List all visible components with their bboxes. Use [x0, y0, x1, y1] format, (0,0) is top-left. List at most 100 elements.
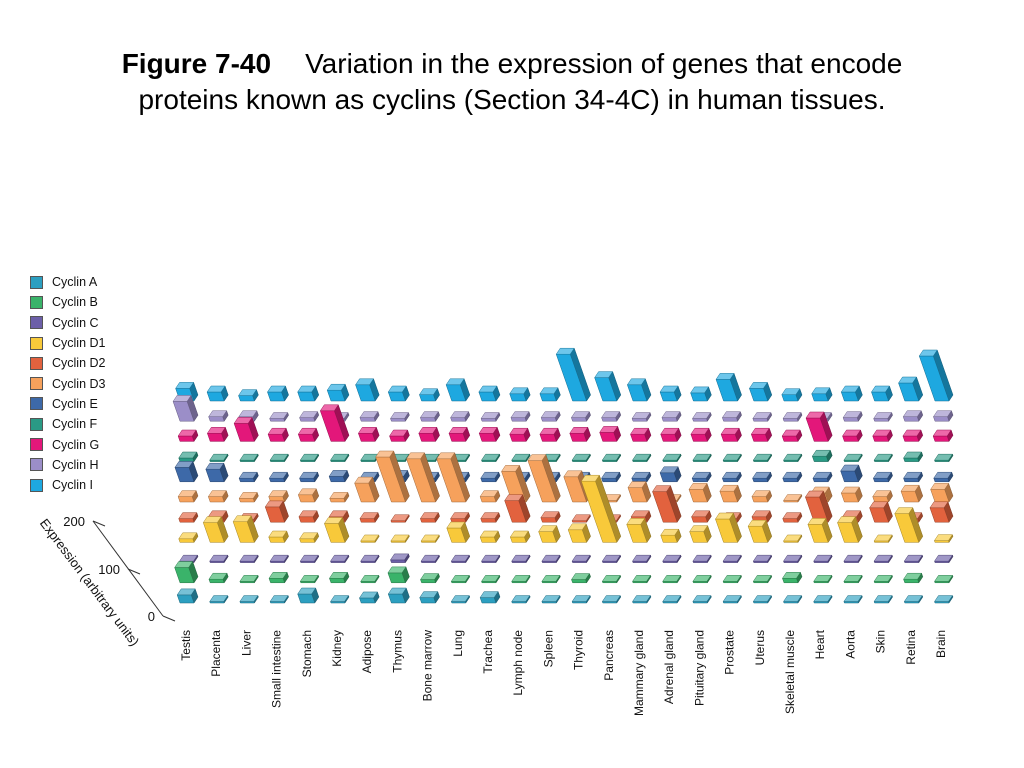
bar-cyclin-g-trachea: [478, 426, 501, 442]
legend-swatch: [30, 295, 43, 309]
bar-cyclin-c-uterus: [752, 554, 773, 564]
bar-cyclin-d2-lung: [450, 512, 471, 523]
bar-cyclin-g-small-intestine: [267, 427, 289, 442]
bar-cyclin-b-lymph-node: [511, 574, 531, 584]
bar-cyclin-b-pituitary-gland: [692, 574, 712, 584]
bar-cyclin-d1-kidney: [323, 516, 350, 543]
bar-cyclin-c-liver: [239, 554, 259, 564]
legend-item-cyclin-c: Cyclin C: [30, 313, 106, 333]
bar-cyclin-d1-liver: [232, 515, 259, 543]
bar-cyclin-i-brain: [918, 349, 954, 402]
legend-label: Cyclin D1: [52, 336, 106, 351]
bar-cyclin-c-prostate: [722, 554, 742, 564]
bar-cyclin-d2-testis: [178, 512, 199, 523]
figure-caption: Figure 7-40 Variation in the expression o…: [70, 46, 954, 118]
bar-cyclin-d2-thyroid: [571, 514, 591, 523]
bar-cyclin-d3-stomach: [297, 488, 320, 503]
bar-cyclin-h-uterus: [752, 411, 773, 422]
tissue-label: Adipose: [360, 630, 374, 674]
legend-swatch: [30, 356, 43, 370]
bar-cyclin-a-adipose: [358, 591, 380, 604]
bar-cyclin-d3-lung: [436, 452, 471, 503]
bar-cyclin-d2-lymph-node: [504, 494, 531, 523]
bar-cyclin-b-skeletal-muscle: [781, 571, 803, 584]
bar-cyclin-c-retina: [903, 554, 924, 564]
bar-cyclin-d3-spleen: [527, 454, 561, 503]
legend-item-cyclin-h: Cyclin H: [30, 455, 106, 475]
bar-cyclin-g-placenta: [206, 426, 229, 442]
bar-cyclin-i-placenta: [206, 385, 229, 402]
bar-cyclin-d2-adrenal-gland: [652, 485, 682, 523]
bar-cyclin-a-lymph-node: [511, 595, 531, 604]
bar-cyclin-c-lung: [450, 554, 471, 564]
bar-cyclin-f-stomach: [299, 453, 320, 463]
tissue-label: Adrenal gland: [662, 630, 676, 704]
bar-cyclin-g-thyroid: [569, 426, 591, 442]
bar-cyclin-c-trachea: [481, 554, 501, 564]
bar-cyclin-d3-placenta: [207, 490, 229, 503]
bar-cyclin-h-skeletal-muscle: [782, 411, 803, 422]
tissue-label: Skeletal muscle: [783, 630, 797, 714]
bar-cyclin-b-liver: [239, 574, 259, 584]
bar-cyclin-f-adrenal-gland: [662, 453, 682, 463]
bar-cyclin-g-lymph-node: [509, 427, 531, 442]
legend-item-cyclin-d1: Cyclin D1: [30, 333, 106, 353]
tissue-label: Thyroid: [572, 630, 586, 670]
tissue-label: Bone marrow: [421, 630, 435, 702]
bar-cyclin-g-pituitary-gland: [690, 427, 712, 442]
bar-cyclin-d2-bone-marrow: [419, 512, 440, 523]
bar-cyclin-h-lymph-node: [510, 411, 531, 422]
bar-cyclin-f-prostate: [722, 453, 742, 463]
bar-cyclin-i-stomach: [297, 385, 320, 402]
bar-cyclin-a-spleen: [541, 595, 561, 604]
bar-cyclin-d1-mammary-gland: [626, 517, 652, 543]
bar-cyclin-e-liver: [238, 471, 259, 483]
bar-cyclin-c-pancreas: [601, 554, 622, 564]
bar-cyclin-a-heart: [813, 595, 833, 604]
tissue-label: Kidney: [330, 630, 344, 667]
bar-cyclin-c-adrenal-gland: [662, 554, 682, 564]
bar-cyclin-d2-small-intestine: [264, 500, 289, 523]
bar-cyclin-e-skeletal-muscle: [782, 471, 803, 483]
bar-cyclin-a-uterus: [752, 595, 773, 604]
legend-item-cyclin-d2: Cyclin D2: [30, 353, 106, 373]
bar-cyclin-h-spleen: [540, 411, 561, 422]
legend-swatch: [30, 336, 43, 350]
bar-cyclin-b-bone-marrow: [419, 573, 440, 584]
bar-cyclin-c-adipose: [360, 554, 380, 564]
bar-cyclin-h-adrenal-gland: [661, 411, 682, 422]
bar-cyclin-f-small-intestine: [269, 453, 289, 463]
bar-cyclin-i-heart: [811, 387, 833, 402]
bar-cyclin-c-lymph-node: [511, 554, 531, 564]
legend-item-cyclin-f: Cyclin F: [30, 414, 106, 434]
legend: Cyclin A Cyclin B Cyclin C Cyclin D1 Cyclin …: [30, 272, 106, 495]
expression-tick-mark: [162, 615, 176, 622]
bar-cyclin-b-trachea: [481, 574, 501, 584]
bar-cyclin-d1-trachea: [479, 530, 501, 543]
bar-cyclin-g-pancreas: [599, 425, 622, 442]
tissue-label: Skin: [874, 630, 888, 653]
bar-cyclin-g-skeletal-muscle: [781, 429, 803, 442]
legend-label: Cyclin D2: [52, 356, 106, 371]
bar-cyclin-b-pancreas: [601, 574, 622, 584]
bar-cyclin-i-aorta: [840, 385, 863, 402]
bar-cyclin-i-lymph-node: [509, 387, 531, 402]
tissue-label: Pituitary gland: [692, 630, 706, 706]
bar-cyclin-b-brain: [934, 574, 954, 584]
legend-item-cyclin-d3: Cyclin D3: [30, 373, 106, 393]
legend-item-cyclin-i: Cyclin I: [30, 475, 106, 495]
expression-tick-mark: [127, 568, 141, 575]
bar-cyclin-d2-stomach: [298, 510, 320, 523]
tissue-label: Stomach: [300, 630, 314, 677]
bar-cyclin-d3-skin: [872, 490, 893, 503]
bar-cyclin-d2-skin: [869, 501, 893, 523]
bar-cyclin-b-small-intestine: [268, 571, 289, 584]
bar-cyclin-c-thyroid: [571, 554, 591, 564]
bar-cyclin-g-kidney: [319, 404, 350, 442]
bar-cyclin-b-adrenal-gland: [662, 574, 682, 584]
bar-cyclin-h-retina: [902, 410, 924, 422]
bar-cyclin-a-brain: [934, 595, 954, 604]
bar-cyclin-f-brain: [934, 453, 954, 463]
bar-cyclin-d3-prostate: [719, 484, 742, 503]
